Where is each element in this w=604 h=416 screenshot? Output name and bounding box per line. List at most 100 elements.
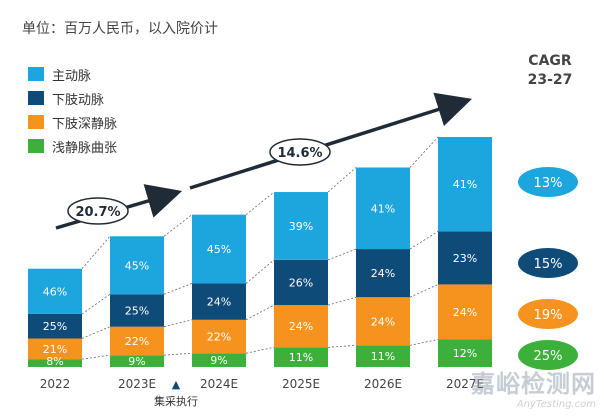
x-tick-label: 2026E	[364, 377, 402, 391]
connector-line	[409, 284, 439, 298]
bar-segment	[356, 297, 410, 346]
bar-segment	[28, 338, 82, 360]
data-label: 24%	[371, 315, 395, 328]
connector-line	[409, 231, 439, 250]
cagr-oval	[518, 299, 578, 329]
bar-segment	[438, 137, 492, 232]
connector-line	[245, 259, 275, 284]
legend-label-deep-vein: 下肢深静脉	[52, 116, 118, 132]
legend-swatch-varicose-vein	[28, 139, 44, 153]
cagr-oval	[518, 167, 578, 197]
growth-trend-arrows: 20.7% 14.6%	[55, 92, 473, 230]
bar-segment	[192, 319, 246, 354]
bar-segment	[110, 355, 164, 367]
connector-line	[81, 293, 111, 315]
bar-segment	[356, 345, 410, 367]
growth-label-2023-2027: 14.6%	[277, 146, 322, 161]
data-label: 8%	[46, 355, 63, 368]
bar-segment	[110, 236, 164, 295]
legend-label-varicose-vein: 浅静脉曲张	[52, 140, 118, 156]
cagr-value: 19%	[534, 308, 563, 323]
bar-segment	[192, 353, 246, 367]
watermark: 嘉峪检测网 AnyTesting.com	[471, 364, 596, 410]
connector-line	[81, 354, 111, 360]
bar-segment	[438, 231, 492, 285]
data-label: 45%	[125, 259, 149, 272]
procurement-label: 集采执行	[154, 394, 198, 408]
data-label: 39%	[289, 220, 313, 233]
connector-line	[163, 319, 193, 328]
data-label: 11%	[289, 351, 313, 364]
bar-segment	[438, 339, 492, 367]
data-label: 9%	[128, 355, 145, 368]
bar-segment	[192, 214, 246, 284]
bar-segment	[274, 305, 328, 348]
connector-lines	[81, 136, 439, 360]
cagr-title-period: 23-27	[527, 72, 573, 88]
connector-line	[327, 167, 357, 193]
cagr-title-line1: CAGR	[528, 53, 572, 69]
bar-segment	[274, 259, 328, 306]
legend-item-varicose-vein: 浅静脉曲张	[28, 134, 117, 158]
data-label: 41%	[453, 178, 477, 191]
legend-item-lower-limb-artery: 下肢动脉	[28, 86, 117, 110]
legend-label-aorta: 主动脉	[52, 68, 92, 84]
x-tick-label: 2022	[40, 377, 71, 391]
data-label: 25%	[125, 304, 149, 317]
connector-line	[163, 214, 193, 237]
legend-item-aorta: 主动脉	[28, 62, 117, 86]
data-label: 41%	[371, 202, 395, 215]
data-label: 46%	[43, 285, 67, 298]
x-tick-label: 2025E	[282, 377, 320, 391]
cagr-value: 15%	[534, 257, 563, 272]
data-label: 11%	[371, 350, 395, 363]
legend: 主动脉 下肢动脉 下肢深静脉 浅静脉曲张	[28, 62, 117, 158]
procurement-annotation: ▲ 集采执行	[154, 378, 198, 408]
x-tick-label: 2027E	[446, 377, 484, 391]
x-tick-label: 2024E	[200, 377, 238, 391]
bar-segment	[274, 192, 328, 260]
bar-segment	[356, 249, 410, 298]
connector-line	[327, 248, 357, 261]
connector-line	[163, 352, 193, 356]
bar-segment	[356, 167, 410, 250]
data-label: 12%	[453, 347, 477, 360]
data-label: 9%	[210, 354, 227, 367]
data-label: 24%	[207, 296, 231, 309]
growth-badge-2022-2024	[67, 197, 129, 225]
data-label: 22%	[125, 335, 149, 348]
data-label: 23%	[453, 252, 477, 265]
bars: 8%21% 25% 46% 9% 22% 25% 45% 9% 22% 24% 45% 11% 24% 2…	[28, 137, 492, 368]
bar-segment	[28, 359, 82, 367]
cagr-value: 13%	[534, 176, 563, 191]
connector-line	[81, 236, 111, 269]
legend-label-lower-limb-artery: 下肢动脉	[52, 92, 105, 108]
data-label: 24%	[289, 320, 313, 333]
data-label: 25%	[43, 320, 67, 333]
connector-line	[327, 296, 357, 306]
legend-swatch-deep-vein	[28, 115, 44, 129]
data-label: 45%	[207, 243, 231, 256]
growth-label-2022-2024: 20.7%	[75, 205, 120, 220]
cagr-value: 25%	[534, 349, 563, 364]
data-label: 21%	[43, 343, 67, 356]
x-axis-labels: 2022 2023E 2024E 2025E 2026E 2027E	[40, 377, 484, 391]
bar-segment	[110, 294, 164, 327]
connector-line	[245, 304, 275, 321]
watermark-cn: 嘉峪检测网	[471, 370, 596, 398]
connector-line	[409, 339, 439, 346]
connector-line	[327, 344, 357, 348]
connector-line	[163, 283, 193, 295]
legend-swatch-aorta	[28, 67, 44, 81]
data-label: 22%	[207, 331, 231, 344]
data-label: 24%	[453, 306, 477, 319]
data-label: 24%	[371, 267, 395, 280]
connector-line	[245, 191, 275, 215]
bar-segment	[28, 268, 82, 314]
connector-line	[245, 346, 275, 354]
bar-segment	[192, 283, 246, 320]
watermark-en: AnyTesting.com	[516, 399, 596, 410]
cagr-oval	[518, 340, 578, 370]
bar-segment	[438, 284, 492, 340]
